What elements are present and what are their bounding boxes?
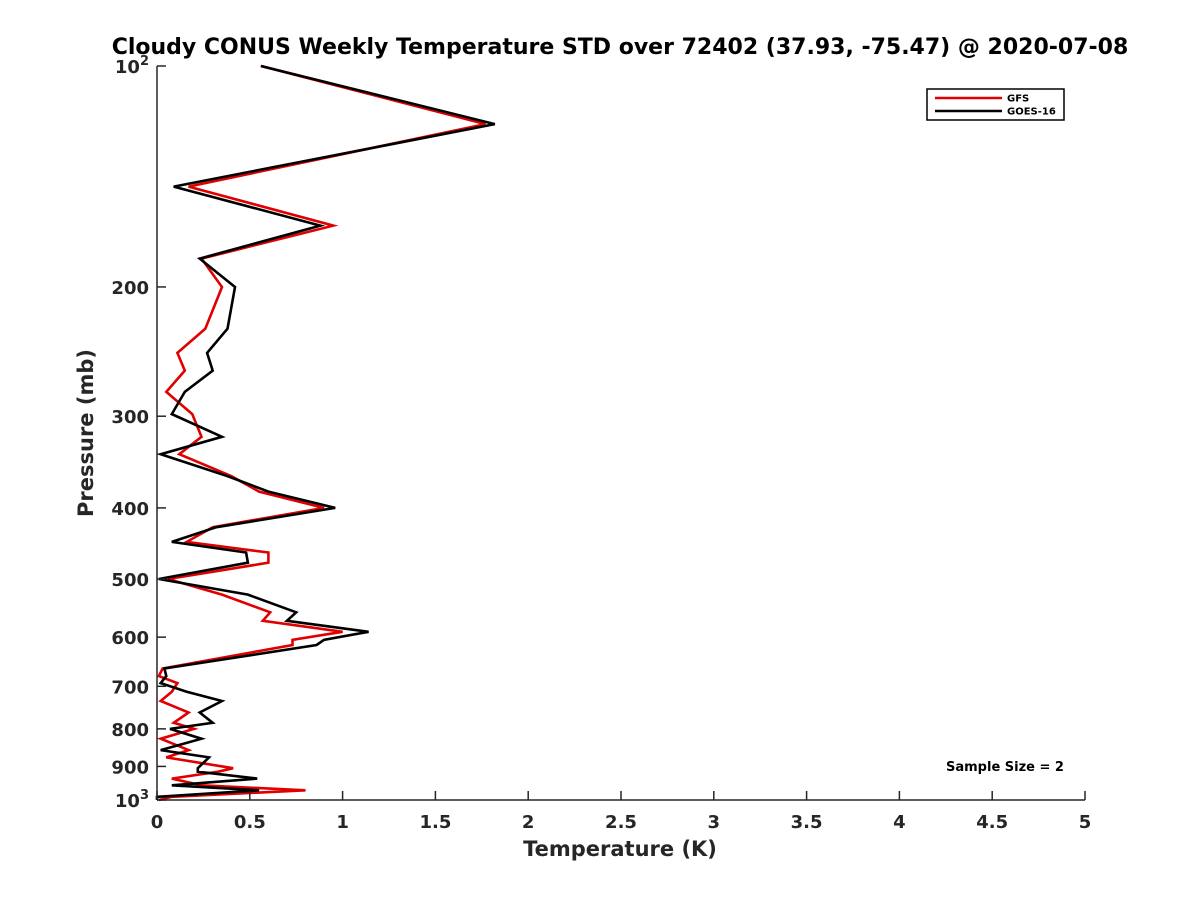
x-tick-label: 4: [893, 812, 906, 833]
legend-box: [926, 88, 1065, 121]
x-tick-label: 1.5: [419, 812, 451, 833]
x-tick-label: 3.5: [791, 812, 823, 833]
x-tick-label: 1: [336, 812, 349, 833]
x-tick-label: 2.5: [605, 812, 637, 833]
y-tick-label: 102: [115, 54, 149, 78]
x-tick-label: 4.5: [976, 812, 1008, 833]
x-tick-label: 0.5: [234, 812, 266, 833]
y-tick-label: 800: [111, 720, 149, 741]
series-line-gfs: [156, 64, 486, 802]
y-tick-label: 103: [115, 788, 149, 812]
y-tick-label: 600: [111, 628, 149, 649]
legend-label-goes16: GOES-16: [1007, 107, 1056, 118]
chart-title: Cloudy CONUS Weekly Temperature STD over…: [112, 35, 1129, 60]
y-axis-label: Pressure (mb): [74, 349, 98, 517]
y-tick-label: 700: [111, 677, 149, 698]
legend-label-gfs: GFS: [1007, 94, 1029, 105]
x-tick-label: 2: [522, 812, 535, 833]
x-axis-label: Temperature (K): [523, 837, 717, 861]
y-tick-label: 400: [111, 499, 149, 520]
y-tick-label: 500: [111, 570, 149, 591]
sample-size-annotation: Sample Size = 2: [946, 760, 1064, 775]
x-tick-label: 3: [708, 812, 721, 833]
y-tick-label: 300: [111, 407, 149, 428]
series-line-goes-16: [155, 64, 496, 800]
legend: GFS GOES-16: [926, 88, 1065, 121]
y-tick-label: 200: [111, 278, 149, 299]
x-tick-label: 5: [1079, 812, 1092, 833]
y-tick-label: 900: [111, 757, 149, 778]
plot-area: 0 0.5 1 1.5 2 2.5 3 3.5 4 4.5 5 102 200 300 400 500 600 7…: [111, 54, 1091, 833]
x-tick-label: 0: [151, 812, 164, 833]
